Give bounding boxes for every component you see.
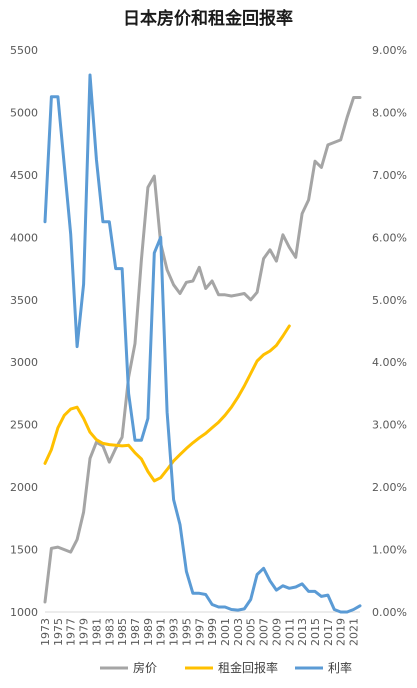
y-left-tick-label: 3500 [10, 294, 38, 307]
chart-title: 日本房价和租金回报率 [123, 8, 293, 29]
series-layer [43, 73, 362, 614]
x-tick-label: 2015 [309, 618, 322, 646]
x-tick-label: 1997 [193, 618, 206, 646]
x-tick-label: 2009 [270, 618, 283, 646]
x-tick-label: 2013 [296, 618, 309, 646]
y-right-tick-label: 8.00% [372, 106, 407, 119]
y-right-tick-label: 2.00% [372, 481, 407, 494]
y-right-tick-label: 3.00% [372, 419, 407, 432]
x-tick-label: 1979 [78, 618, 91, 646]
y-right-tick-label: 0.00% [372, 606, 407, 619]
y-right-tick-label: 9.00% [372, 44, 407, 57]
x-tick-label: 1983 [103, 618, 116, 646]
y-right-tick-label: 4.00% [372, 356, 407, 369]
legend-label: 房价 [133, 660, 157, 675]
y-left-tick-label: 1000 [10, 606, 38, 619]
x-tick-label: 1975 [52, 618, 65, 646]
y-left-tick-label: 4500 [10, 169, 38, 182]
x-tick-label: 1987 [129, 618, 142, 646]
x-tick-label: 1991 [155, 618, 168, 646]
legend: 房价 租金回报率 利率 [100, 660, 352, 675]
y-right-tick-label: 5.00% [372, 294, 407, 307]
y-left-tick-label: 1500 [10, 544, 38, 557]
x-tick-label: 1989 [142, 618, 155, 646]
legend-label: 租金回报率 [218, 660, 278, 675]
x-tick-label: 1977 [65, 618, 78, 646]
y-left-tick-label: 3000 [10, 356, 38, 369]
x-tick-label: 2001 [219, 618, 232, 646]
x-axis: 1973 1975 1977 1979 1981 1983 1985 1987 1989 1991… [39, 618, 361, 646]
y-right-tick-label: 7.00% [372, 169, 407, 182]
series-line-0 [43, 96, 362, 604]
x-tick-label: 1995 [180, 618, 193, 646]
x-tick-label: 2007 [258, 618, 271, 646]
x-tick-label: 2017 [322, 618, 335, 646]
x-tick-label: 2003 [232, 618, 245, 646]
y-right-tick-label: 1.00% [372, 544, 407, 557]
legend-label: 利率 [328, 660, 352, 675]
y-left-tick-label: 5000 [10, 106, 38, 119]
y-left-tick-label: 2000 [10, 481, 38, 494]
x-tick-label: 2019 [335, 618, 348, 646]
y-left-tick-label: 4000 [10, 231, 38, 244]
y-left-tick-label: 5500 [10, 44, 38, 57]
x-tick-label: 1981 [90, 618, 103, 646]
x-tick-label: 1985 [116, 618, 129, 646]
series-line-1 [43, 324, 291, 483]
x-tick-label: 2005 [245, 618, 258, 646]
x-tick-label: 1999 [206, 618, 219, 646]
y-axis-left: 1000 1500 2000 2500 3000 3500 4000 4500 5000 5500 [10, 44, 38, 619]
x-tick-label: 1993 [168, 618, 181, 646]
y-left-tick-label: 2500 [10, 419, 38, 432]
y-right-tick-label: 6.00% [372, 231, 407, 244]
x-tick-label: 2021 [348, 618, 361, 646]
series-line-2 [43, 73, 362, 614]
x-tick-label: 1973 [39, 618, 52, 646]
y-axis-right: 0.00% 1.00% 2.00% 3.00% 4.00% 5.00% 6.00% 7.00%… [372, 44, 407, 619]
x-tick-label: 2011 [283, 618, 296, 646]
